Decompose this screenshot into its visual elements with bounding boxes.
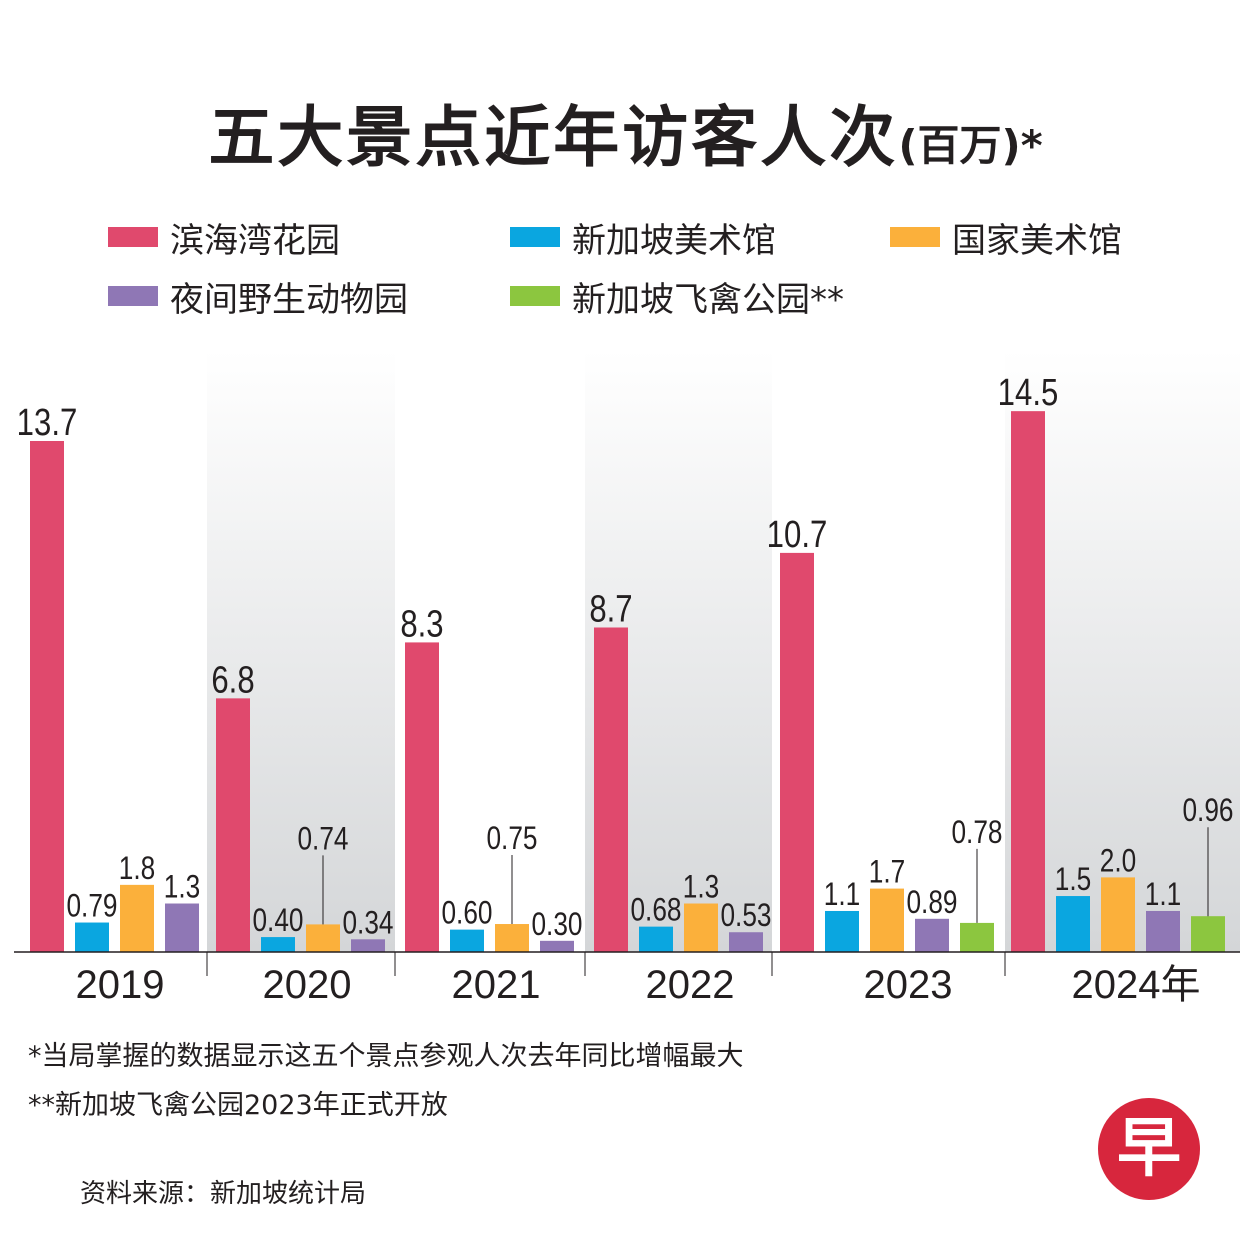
legend-label: 滨海湾花园	[170, 220, 340, 261]
value-label: 1.3	[164, 870, 200, 905]
legend-item: 新加坡飞禽公园**	[510, 276, 844, 320]
value-label: 1.1	[1145, 878, 1181, 913]
bar	[1101, 877, 1135, 952]
title-main: 五大景点近年访客人次	[208, 99, 899, 176]
bar	[75, 922, 109, 952]
value-label: 0.68	[630, 893, 681, 928]
legend-item: 新加坡美术馆	[510, 217, 776, 261]
category-label: 2024年	[1072, 963, 1201, 1007]
value-label: 1.1	[824, 878, 860, 913]
bar	[870, 888, 904, 952]
bar	[165, 903, 199, 952]
legend-swatch	[108, 286, 158, 306]
bar	[1191, 916, 1225, 952]
bar	[216, 698, 250, 952]
value-label: 14.5	[998, 372, 1059, 414]
category-label: 2020	[263, 963, 352, 1007]
value-label: 1.8	[119, 852, 155, 887]
value-label: 0.53	[720, 899, 771, 934]
legend-swatch	[890, 227, 940, 247]
bar-chart: 13.7 6.8 8.3 8.7 10.7 14.5 0.79 0.40 0.60 0.68 1.1…	[14, 350, 1240, 1007]
bar	[594, 627, 628, 952]
value-label: 13.7	[17, 402, 78, 444]
brand-logo: 早	[1098, 1098, 1200, 1200]
category-label: 2021	[452, 963, 541, 1007]
bar	[825, 910, 859, 952]
legend-swatch	[108, 227, 158, 247]
value-label: 1.7	[869, 855, 905, 890]
bar	[1011, 411, 1045, 952]
bar	[450, 929, 484, 952]
legend-label: 新加坡美术馆	[572, 220, 776, 261]
bar	[120, 884, 154, 952]
title-unit: (百万)*	[898, 121, 1043, 170]
legend-label: 新加坡飞禽公园**	[572, 279, 844, 320]
legend-label: 夜间野生动物园	[170, 279, 408, 320]
value-label: 1.3	[683, 870, 719, 905]
bar	[351, 939, 385, 952]
category-label: 2023	[864, 963, 953, 1007]
bar	[495, 924, 529, 952]
bar	[780, 552, 814, 952]
bar	[540, 940, 574, 952]
bar	[1146, 910, 1180, 952]
legend-swatch	[510, 227, 560, 247]
category-label: 2019	[76, 963, 165, 1007]
value-label: 0.74	[297, 822, 348, 857]
legend-item: 夜间野生动物园	[108, 276, 408, 320]
bar	[1056, 896, 1090, 952]
value-label: 8.3	[400, 604, 443, 646]
value-label: 0.34	[342, 906, 393, 941]
legend-item: 滨海湾花园	[108, 217, 340, 261]
value-label: 0.40	[252, 904, 303, 939]
bar	[960, 922, 994, 952]
value-label: 0.79	[66, 889, 117, 924]
bar	[639, 926, 673, 952]
bar	[684, 903, 718, 952]
legend-label: 国家美术馆	[952, 220, 1122, 261]
bar	[30, 440, 64, 952]
bar	[915, 918, 949, 952]
bar	[306, 924, 340, 952]
legend-swatch	[510, 286, 560, 306]
footnote: **新加坡飞禽公园2023年正式开放	[28, 1090, 448, 1121]
bar	[261, 937, 295, 952]
value-label: 0.96	[1182, 794, 1233, 829]
value-label: 1.5	[1055, 863, 1091, 898]
legend-item: 国家美术馆	[890, 217, 1122, 261]
value-label: 0.30	[531, 907, 582, 942]
value-label: 0.75	[486, 822, 537, 857]
bar	[729, 932, 763, 952]
value-label: 0.89	[906, 885, 957, 920]
value-label: 6.8	[211, 660, 254, 702]
chart-title: 五大景点近年访客人次(百万)*	[0, 84, 1251, 180]
value-label: 0.60	[441, 896, 492, 931]
value-label: 2.0	[1100, 844, 1136, 879]
footnote: *当局掌握的数据显示这五个景点参观人次去年同比增幅最大	[28, 1041, 744, 1072]
value-label: 0.78	[951, 816, 1002, 851]
bar	[405, 642, 439, 952]
category-label: 2022	[646, 963, 735, 1007]
value-label: 10.7	[767, 514, 828, 556]
value-label: 8.7	[589, 589, 632, 631]
source-credit: 资料来源：新加坡统计局	[80, 1179, 367, 1209]
